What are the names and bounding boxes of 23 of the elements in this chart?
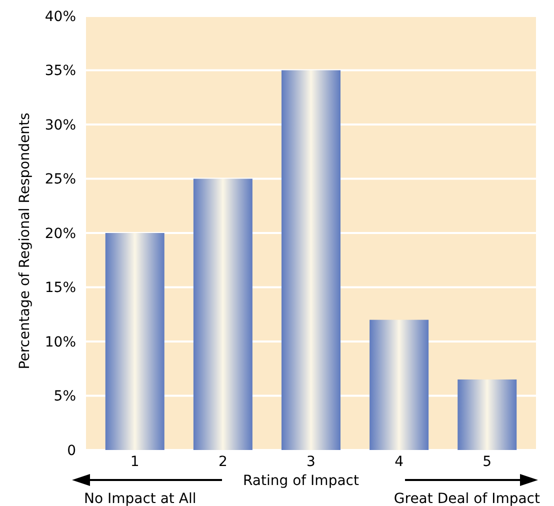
text: No Impact at All — [84, 490, 196, 506]
text: Great Deal of Impact — [394, 490, 541, 506]
x-axis-title: Rating of Impact — [243, 472, 360, 489]
x-tick-label: 2 — [218, 454, 228, 470]
bar — [370, 320, 429, 450]
y-tick-label: 20% — [44, 226, 76, 242]
x-tick-label: 4 — [394, 454, 404, 470]
y-tick-label: 35% — [44, 63, 76, 80]
y-tick-label: 25% — [44, 172, 76, 188]
bar — [193, 178, 252, 450]
y-tick-label: 15% — [44, 280, 76, 296]
bar — [105, 233, 164, 450]
bar — [458, 379, 517, 450]
y-tick-label: 30% — [44, 117, 76, 134]
y-tick-label: 40% — [44, 8, 76, 25]
y-tick-label: 0 — [67, 442, 76, 459]
x-tick-label: 3 — [306, 454, 316, 470]
y-axis-title: Percentage of Regional Respondents — [17, 112, 33, 370]
x-tick-label: 1 — [130, 454, 140, 470]
x-tick-label: 5 — [482, 454, 492, 470]
y-tick-label: 10% — [44, 334, 76, 350]
bar — [282, 70, 340, 450]
y-tick-label: 5% — [54, 388, 76, 405]
